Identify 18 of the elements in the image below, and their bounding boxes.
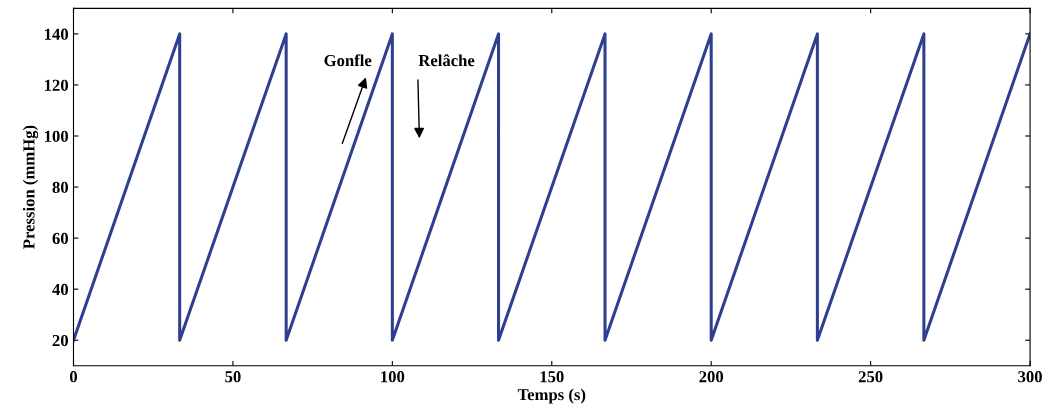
y-tick-label: 60 [52, 232, 68, 245]
x-tick-label: 100 [381, 371, 405, 383]
y-tick-label: 140 [44, 28, 68, 40]
x-tick-label: 300 [1018, 371, 1042, 383]
x-axis-title: Temps (s) [517, 388, 586, 404]
x-tick-label: 50 [225, 371, 241, 383]
x-tick-label: 150 [540, 371, 564, 383]
y-axis-title: Pression (mmHg) [22, 125, 39, 249]
x-tick-label: 250 [858, 371, 883, 383]
y-tick-label: 100 [44, 130, 68, 142]
y-tick-label: 120 [44, 79, 68, 91]
annotation: Relâche [418, 54, 475, 67]
x-tick-label: 0 [69, 371, 78, 383]
annotation: Gonfle [324, 54, 372, 67]
y-tick-label: 20 [52, 334, 68, 347]
y-tick-label: 40 [52, 283, 68, 296]
x-tick-label: 200 [699, 371, 724, 383]
y-tick-label: 80 [52, 181, 68, 193]
